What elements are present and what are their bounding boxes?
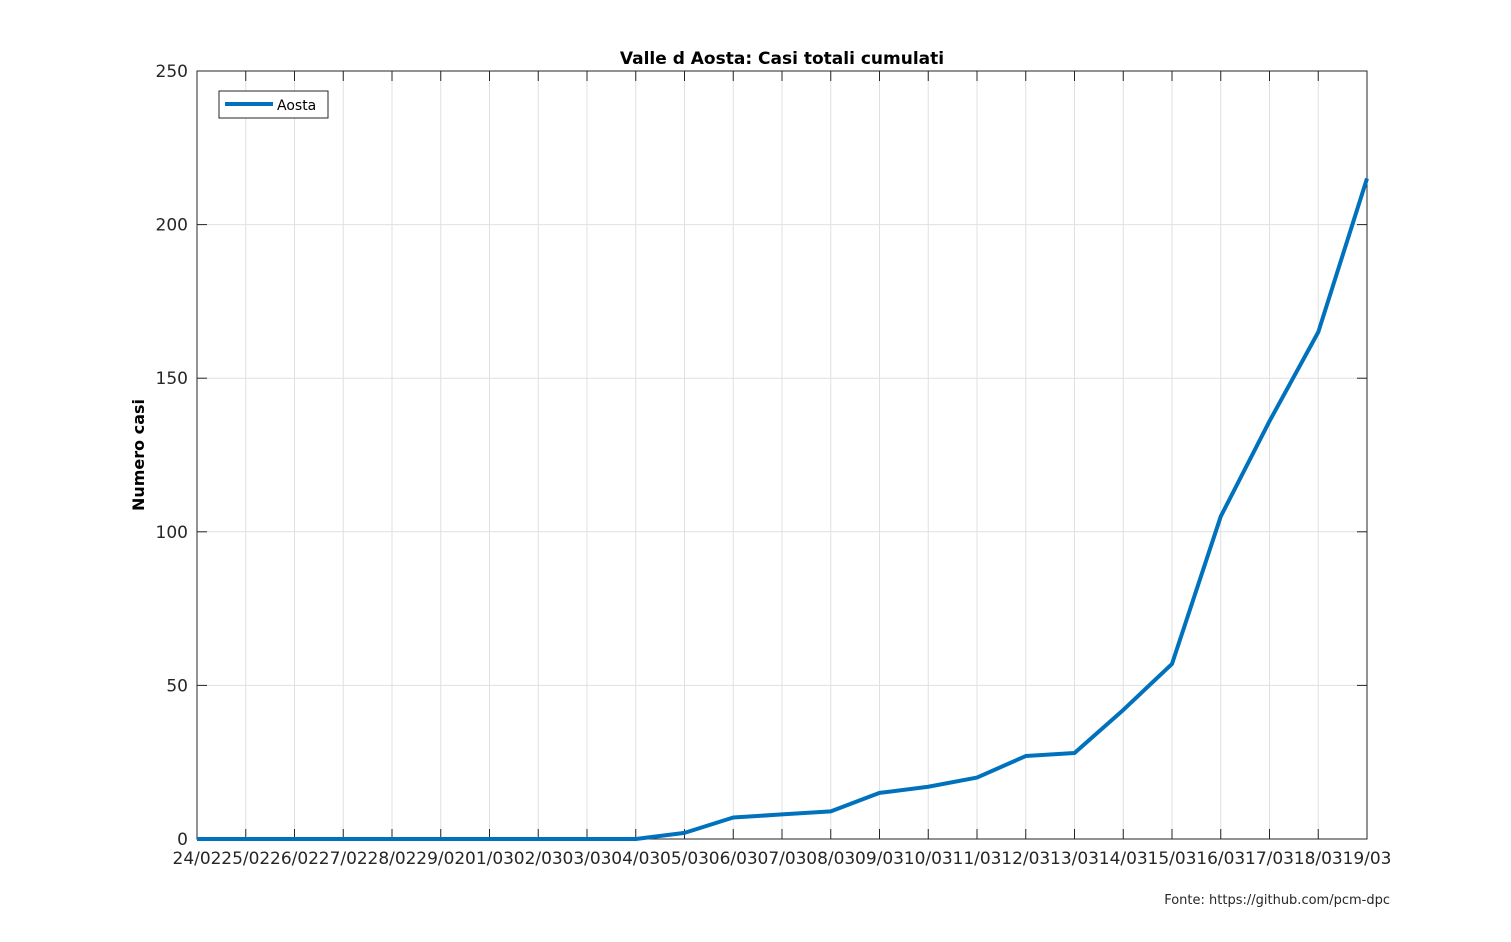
x-tick-label: 16/03	[1196, 849, 1245, 869]
x-tick-label: 06/03	[709, 849, 758, 869]
y-tick-label: 100	[156, 523, 188, 543]
axis-ticks: 24/02 25/02 26/02 27/02 28/02 29/02 01/03 02/03…	[156, 62, 1392, 869]
legend-label: Aosta	[277, 98, 316, 114]
legend: Aosta	[218, 90, 329, 119]
x-tick-label: 28/02	[368, 849, 417, 869]
x-tick-label: 24/02	[173, 849, 222, 869]
x-tick-label: 04/03	[611, 849, 660, 869]
y-tick-label: 200	[156, 216, 188, 236]
x-tick-label: 29/02	[416, 849, 465, 869]
y-tick-label: 50	[166, 676, 188, 696]
x-tick-label: 26/02	[270, 849, 319, 869]
x-tick-label: 13/03	[1050, 849, 1099, 869]
x-tick-label: 25/02	[221, 849, 270, 869]
x-tick-label: 17/03	[1245, 849, 1294, 869]
x-tick-label: 15/03	[1148, 849, 1197, 869]
x-tick-label: 08/03	[806, 849, 855, 869]
x-tick-label: 10/03	[904, 849, 953, 869]
x-tick-label: 03/03	[563, 849, 612, 869]
y-tick-label: 250	[156, 62, 188, 82]
x-tick-label: 11/03	[953, 849, 1002, 869]
x-tick-label: 14/03	[1099, 849, 1148, 869]
x-tick-label: 27/02	[319, 849, 368, 869]
source-note: Fonte: https://github.com/pcm-dpc	[1164, 893, 1390, 908]
y-axis-label: Numero casi	[129, 399, 148, 511]
x-tick-label: 02/03	[514, 849, 563, 869]
y-tick-label: 150	[156, 369, 188, 389]
x-tick-label: 12/03	[1001, 849, 1050, 869]
x-tick-label: 01/03	[465, 849, 514, 869]
y-tick-label: 0	[177, 830, 188, 850]
x-tick-label: 19/03	[1343, 849, 1392, 869]
x-tick-label: 18/03	[1294, 849, 1343, 869]
grid-lines	[196, 70, 1368, 840]
x-tick-label: 07/03	[758, 849, 807, 869]
plot-series	[196, 177, 1369, 841]
x-tick-label: 09/03	[855, 849, 904, 869]
chart-title: Valle d Aosta: Casi totali cumulati	[620, 49, 944, 69]
x-tick-label: 05/03	[660, 849, 709, 869]
